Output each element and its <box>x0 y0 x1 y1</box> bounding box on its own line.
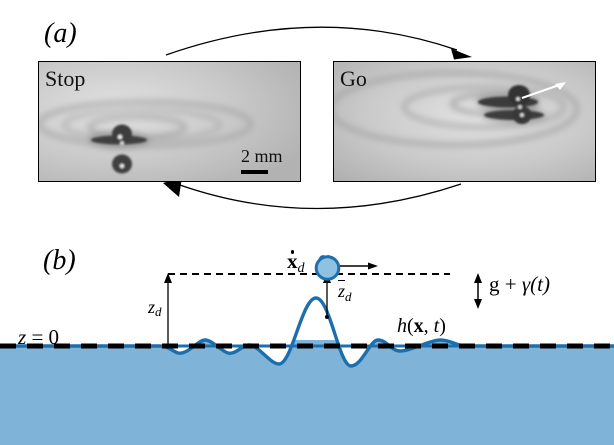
svg-text:Stop: Stop <box>45 66 85 91</box>
svg-text:Go: Go <box>340 66 367 91</box>
svg-text:2 mm: 2 mm <box>241 146 283 166</box>
